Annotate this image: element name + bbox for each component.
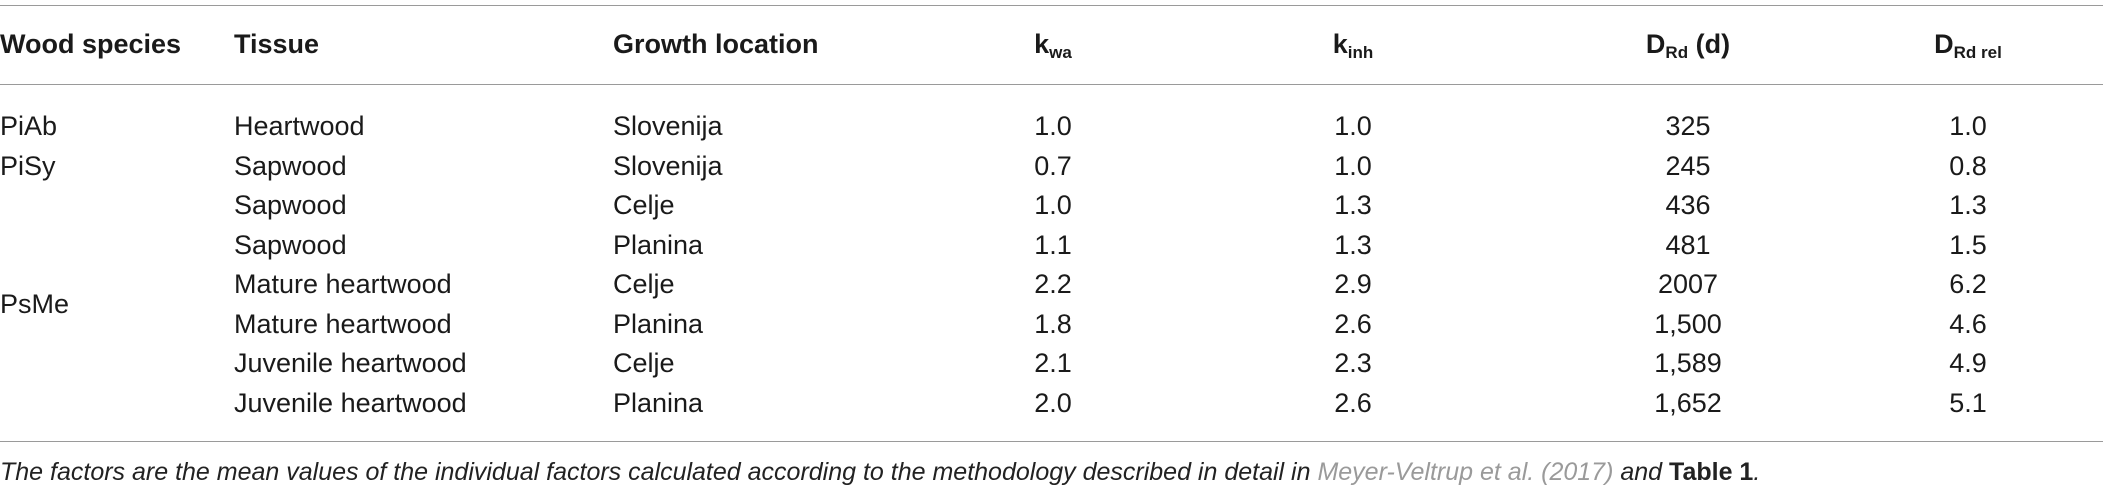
header-kinh-main: k — [1332, 29, 1348, 59]
cell-tissue: Juvenile heartwood — [234, 348, 467, 378]
cell-drd-rel: 5.1 — [1949, 388, 1987, 418]
footnote-reference-link[interactable]: Meyer-Veltrup et al. (2017) — [1317, 458, 1614, 486]
header-drd-sub: Rd — [1665, 43, 1689, 62]
cell-kinh: 1.0 — [1334, 111, 1372, 141]
cell-location: Planina — [613, 309, 704, 339]
footnote-table-link[interactable]: Table 1 — [1669, 458, 1754, 486]
cell-kwa: 0.7 — [1034, 151, 1072, 181]
cell-drd-rel: 1.5 — [1949, 230, 1987, 260]
cell-drd: 1,652 — [1654, 388, 1722, 418]
header-tissue: Tissue — [234, 29, 320, 59]
cell-drd: 2007 — [1657, 269, 1719, 299]
header-wood-species: Wood species — [0, 29, 182, 59]
cell-drd: 1,589 — [1654, 348, 1722, 378]
footnote-text-end: . — [1753, 458, 1761, 486]
cell-kinh: 1.0 — [1334, 151, 1372, 181]
species-label: PiAb — [0, 111, 58, 141]
cell-drd-rel: 4.9 — [1949, 348, 1987, 378]
cell-kwa: 1.8 — [1034, 309, 1072, 339]
cell-location: Slovenija — [613, 151, 723, 181]
cell-location: Celje — [613, 190, 675, 220]
species-label: PiSy — [0, 151, 56, 181]
table-footnote: The factors are the mean values of the i… — [0, 454, 1760, 490]
cell-kwa: 1.0 — [1034, 111, 1072, 141]
cell-kwa: 2.1 — [1034, 348, 1072, 378]
cell-kinh: 2.6 — [1334, 309, 1372, 339]
header-kwa-sub: wa — [1049, 43, 1072, 62]
footnote-text: The factors are the mean values of the i… — [0, 458, 1318, 486]
cell-tissue: Sapwood — [234, 190, 347, 220]
header-kinh: kinh — [1333, 24, 1374, 64]
footnote-text-middle: and — [1613, 458, 1670, 486]
table-bottom-rule — [0, 441, 2103, 442]
cell-location: Planina — [613, 388, 704, 418]
cell-kinh: 1.3 — [1334, 230, 1372, 260]
cell-drd: 481 — [1665, 230, 1711, 260]
header-drd-unit: (d) — [1688, 29, 1731, 59]
header-drel-sub: Rd rel — [1953, 43, 2002, 62]
header-kwa-main: k — [1034, 29, 1050, 59]
header-kwa: kwa — [1034, 24, 1072, 64]
cell-location: Planina — [613, 230, 704, 260]
table-top-rule — [0, 5, 2103, 6]
cell-tissue: Heartwood — [234, 111, 365, 141]
cell-kinh: 2.6 — [1334, 388, 1372, 418]
cell-drd: 436 — [1665, 190, 1711, 220]
header-drd: DRd (d) — [1646, 24, 1730, 64]
cell-tissue: Sapwood — [234, 230, 347, 260]
cell-drd: 245 — [1665, 151, 1711, 181]
table-header-rule — [0, 84, 2103, 85]
cell-kinh: 2.9 — [1334, 269, 1372, 299]
cell-drd-rel: 4.6 — [1949, 309, 1987, 339]
cell-drd-rel: 1.0 — [1949, 111, 1987, 141]
cell-kwa: 1.0 — [1034, 190, 1072, 220]
header-drd-main: D — [1645, 29, 1666, 59]
header-drel-main: D — [1934, 29, 1954, 59]
cell-kwa: 2.0 — [1034, 388, 1072, 418]
cell-tissue: Sapwood — [234, 151, 347, 181]
cell-drd-rel: 6.2 — [1949, 269, 1987, 299]
cell-tissue: Mature heartwood — [234, 309, 452, 339]
cell-drd-rel: 1.3 — [1949, 190, 1987, 220]
cell-kwa: 1.1 — [1034, 230, 1072, 260]
cell-location: Slovenija — [613, 111, 723, 141]
header-kinh-sub: inh — [1347, 43, 1374, 62]
cell-tissue: Juvenile heartwood — [234, 388, 467, 418]
cell-drd: 325 — [1665, 111, 1711, 141]
cell-kinh: 2.3 — [1334, 348, 1372, 378]
cell-tissue: Mature heartwood — [234, 269, 452, 299]
cell-kwa: 2.2 — [1034, 269, 1072, 299]
cell-kinh: 1.3 — [1334, 190, 1372, 220]
cell-drd: 1,500 — [1654, 309, 1722, 339]
header-growth-location: Growth location — [613, 29, 819, 59]
cell-drd-rel: 0.8 — [1949, 151, 1987, 181]
cell-location: Celje — [613, 348, 675, 378]
cell-location: Celje — [613, 269, 675, 299]
species-label: PsMe — [0, 289, 70, 319]
header-drd-rel: DRd rel — [1934, 24, 2002, 64]
